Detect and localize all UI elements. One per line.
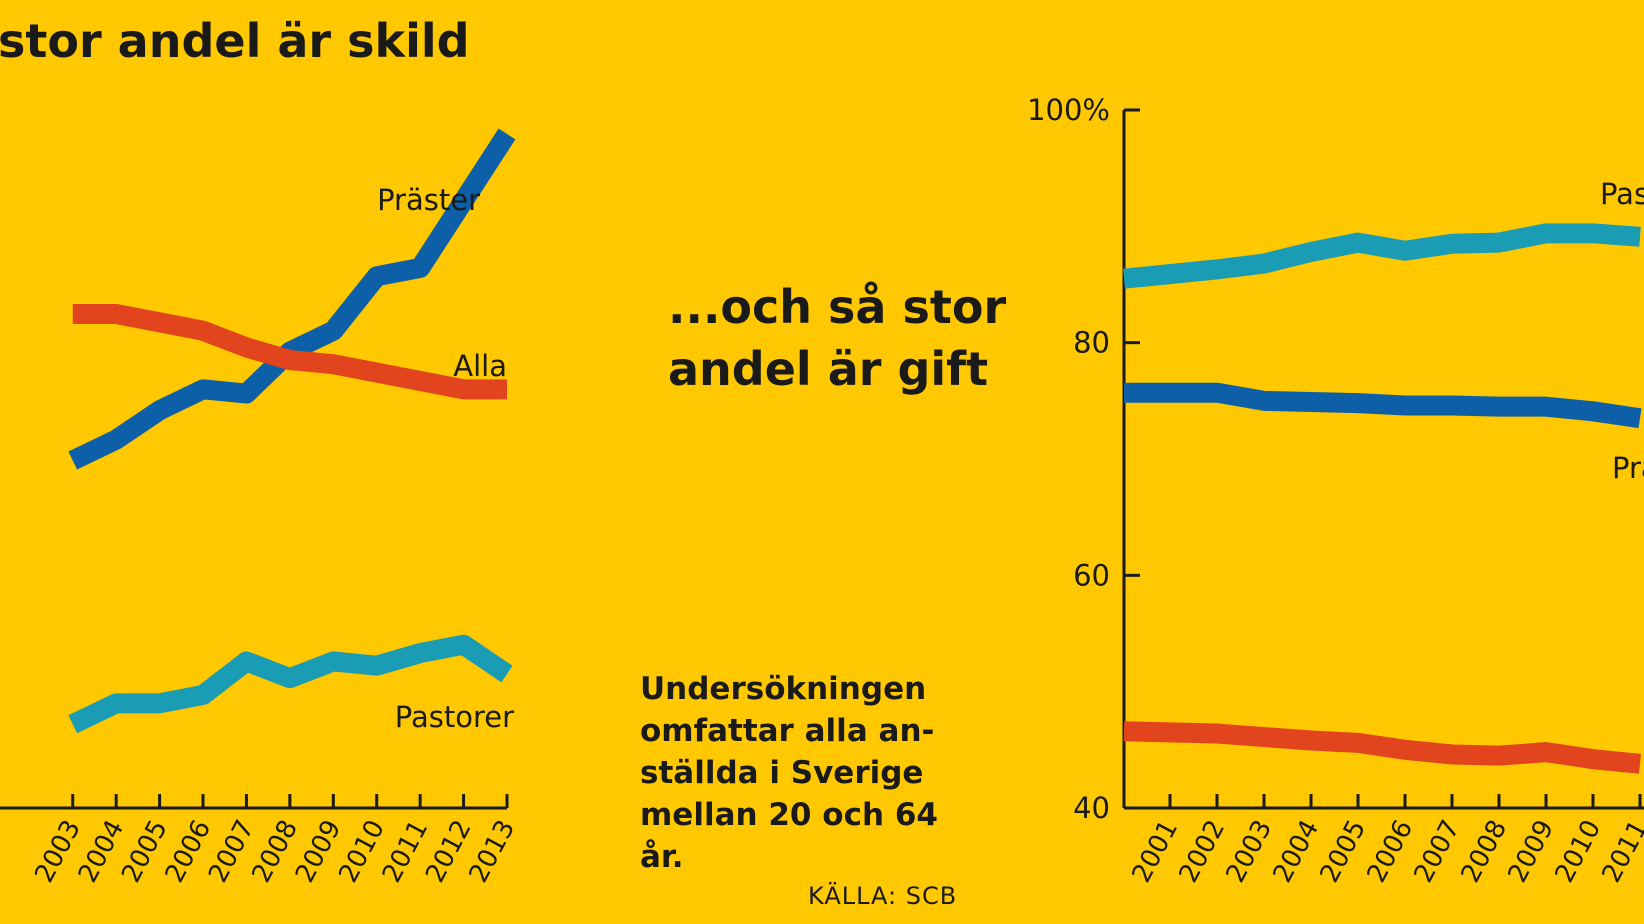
series-label: Präster (377, 183, 480, 217)
note-line: mellan 20 och 64 (640, 797, 938, 833)
x-tick-label: 2003 (1221, 815, 1279, 888)
series-line (68, 634, 513, 734)
x-tick-label: 2007 (1409, 815, 1467, 888)
x-tick-label: 2004 (1268, 815, 1326, 888)
survey-note: Undersökningen omfattar alla an- ställda… (640, 668, 940, 878)
series-label: Pastorer (1600, 177, 1644, 211)
right-chart-title-line2: andel är gift (668, 342, 989, 396)
y-tick-label: 80 (1073, 326, 1110, 360)
y-tick-label: 40 (1073, 791, 1110, 825)
series-label: Alla (453, 349, 507, 383)
note-line: ställda i Sverige (640, 755, 924, 791)
series-line (1123, 721, 1641, 774)
x-tick-label: 2011 (1597, 815, 1644, 888)
x-tick-label: 2009 (1503, 815, 1561, 888)
left-chart-title: stor andel är skild (0, 14, 470, 68)
x-tick-label: 2005 (1315, 815, 1373, 888)
source-credit: KÄLLA: SCB (808, 882, 958, 910)
y-tick-label: 60 (1073, 558, 1110, 592)
x-tick-label: 2001 (1127, 815, 1185, 888)
y-tick-label: 100% (1027, 93, 1110, 127)
x-tick-label: 2002 (1174, 815, 1232, 888)
note-line: år. (640, 839, 684, 875)
series-line (72, 303, 507, 400)
note-line: omfattar alla an- (640, 713, 935, 749)
right-chart-title: ...och så stor andel är gift (668, 276, 1028, 400)
x-tick-label: 2010 (1550, 815, 1608, 888)
note-line: Undersökningen (640, 671, 927, 707)
series-label: Präster (1612, 451, 1644, 485)
x-tick-label: 2008 (1456, 815, 1514, 888)
series-line (1124, 382, 1642, 429)
series-label: Pastorer (395, 700, 514, 734)
x-tick-label: 2006 (1362, 815, 1420, 888)
right-chart-title-line1: ...och så stor (668, 280, 1007, 334)
series-line (1123, 223, 1641, 289)
